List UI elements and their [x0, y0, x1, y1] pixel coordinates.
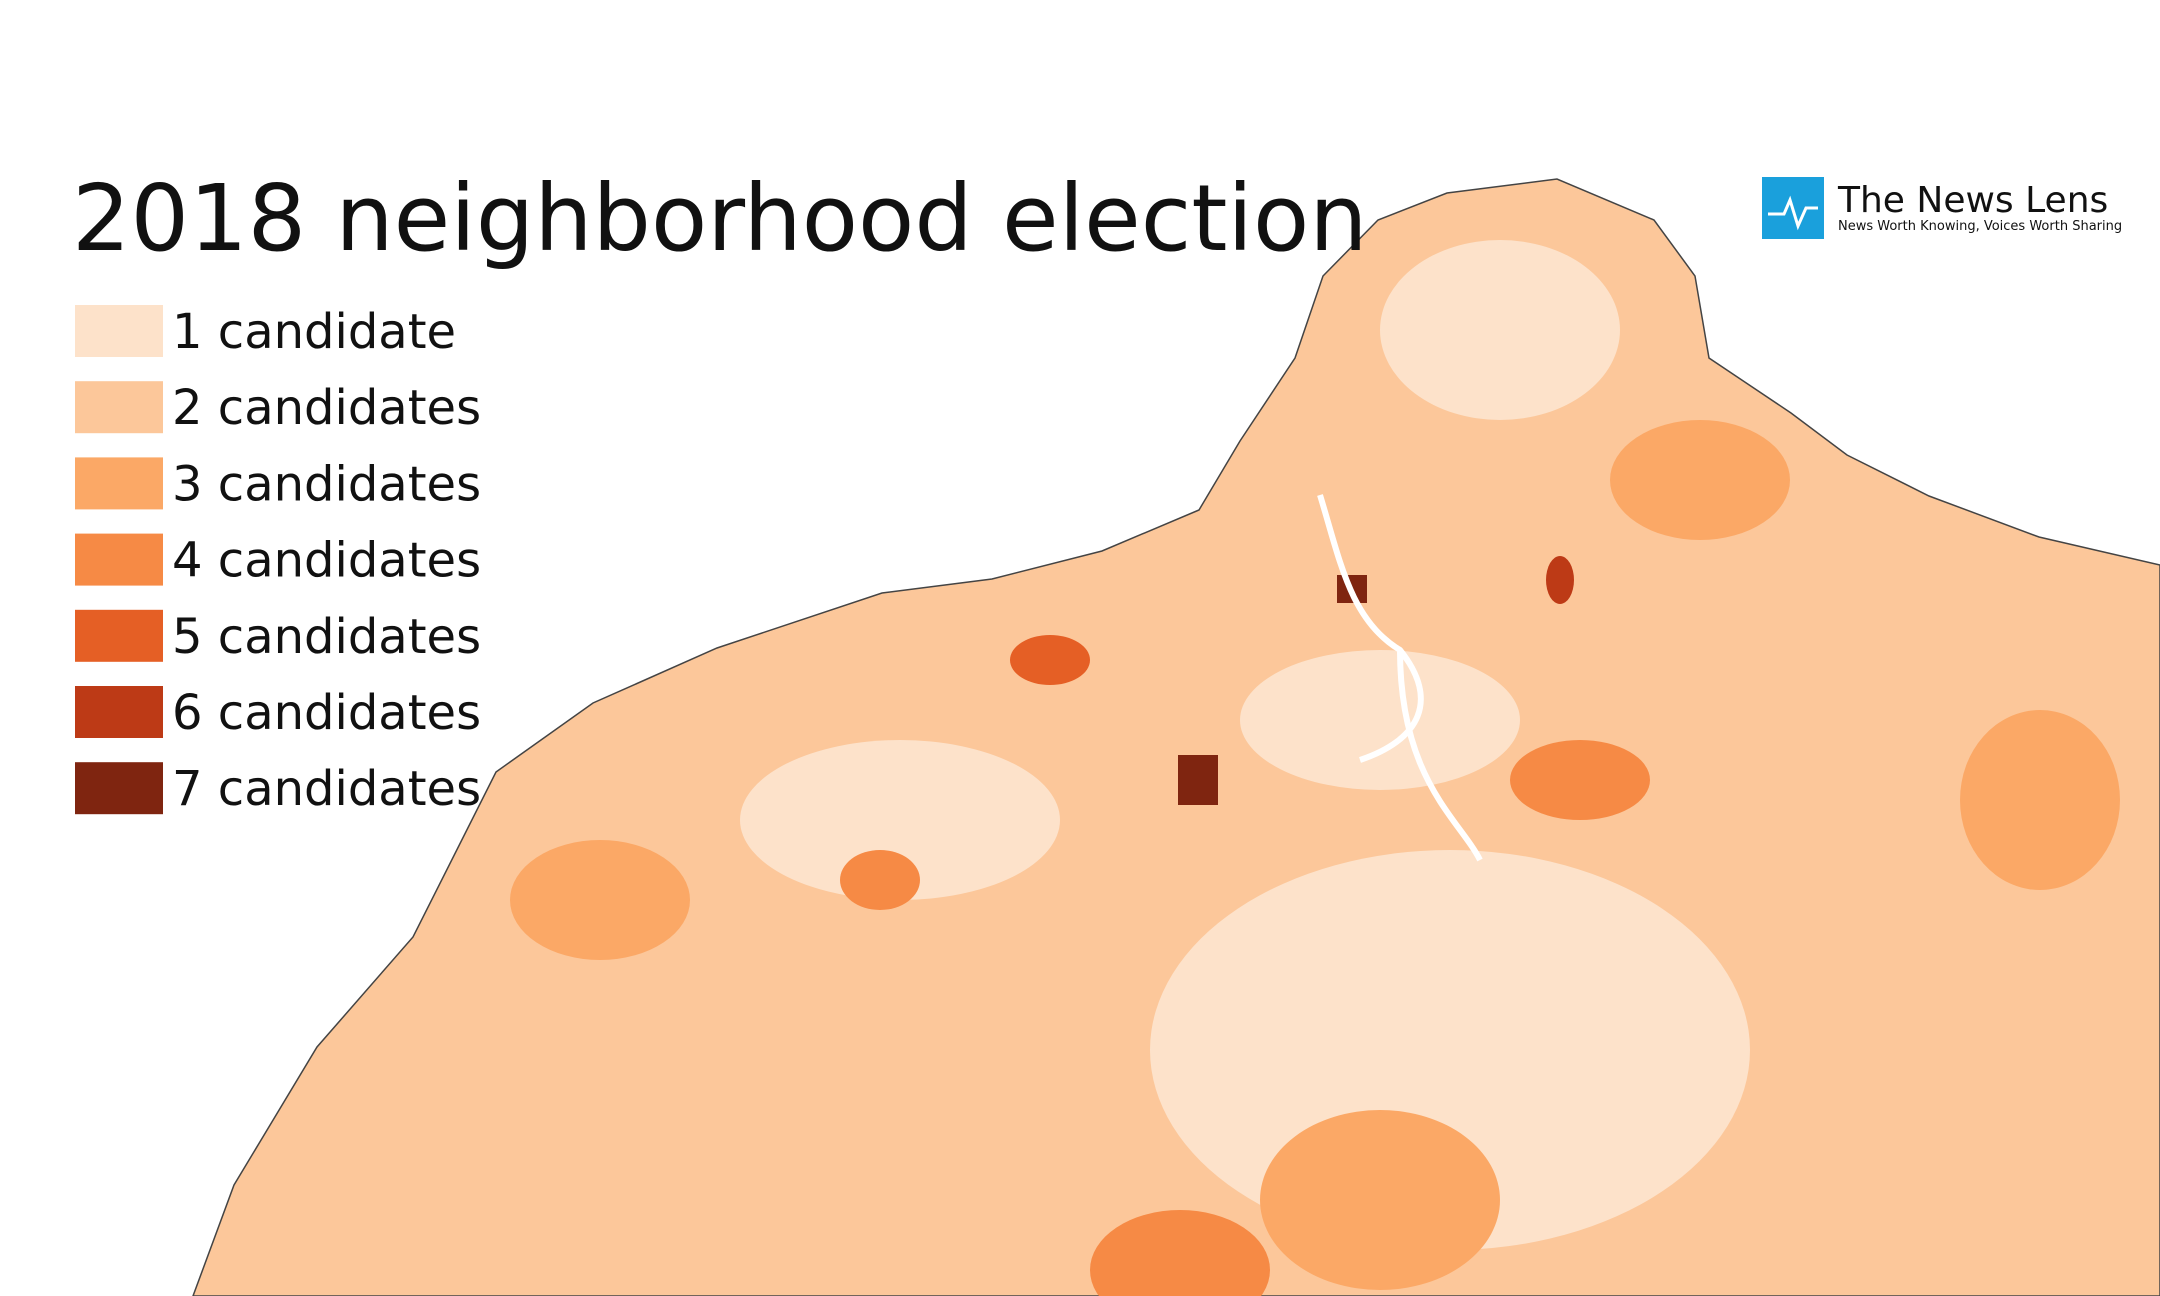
region [1380, 240, 1620, 420]
title: 2018 neighborhood election [72, 165, 1368, 272]
river [1317, 494, 1483, 862]
region [1510, 740, 1650, 820]
legend-swatch [75, 305, 163, 357]
region [1240, 650, 1520, 790]
region [1960, 710, 2120, 890]
legend-swatch [75, 762, 163, 815]
region [1546, 556, 1574, 604]
legend-label: 3 candidates [172, 456, 481, 512]
logo-icon-line [1768, 195, 1818, 231]
legend-label: 1 candidate [172, 304, 456, 360]
region [740, 740, 1060, 900]
legend-label: 5 candidates [172, 609, 481, 665]
legend-label: 7 candidates [172, 761, 481, 817]
region [510, 840, 690, 960]
legend-swatch [75, 381, 163, 434]
logo: The News Lens News Worth Knowing, Voices… [1762, 177, 2122, 239]
legend-label: 2 candidates [172, 380, 481, 436]
legend-label: 4 candidates [172, 533, 481, 589]
region [1260, 1110, 1500, 1290]
region [840, 850, 920, 910]
legend: 1 candidate 2 candidates 3 candidates 4 can… [75, 304, 481, 817]
legend-swatch [75, 686, 163, 738]
legend-swatch [75, 609, 163, 662]
legend-swatch [75, 457, 163, 510]
map [192, 178, 2160, 1296]
logo-tagline: News Worth Knowing, Voices Worth Sharing [1838, 219, 2122, 234]
region [1610, 420, 1790, 540]
logo-name: The News Lens [1837, 180, 2108, 221]
region [1090, 1210, 1270, 1296]
legend-label: 6 candidates [172, 685, 481, 741]
legend-swatch [75, 533, 163, 586]
region [1178, 755, 1218, 805]
region [1010, 635, 1090, 685]
